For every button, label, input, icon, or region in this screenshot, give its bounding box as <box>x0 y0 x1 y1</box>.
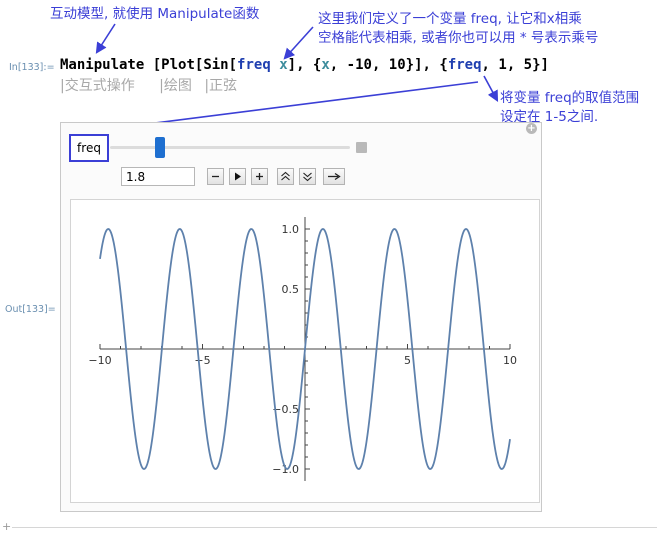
input-code[interactable]: Manipulate [Plot[Sin[freq x], {x, -10, 1… <box>60 57 549 73</box>
sine-plot: −10 −5 5 10 1.0 0.5 −0.5 −1.0 <box>88 217 517 481</box>
freq-control-label: freq <box>69 134 109 162</box>
sine-curve <box>99 228 511 470</box>
freq-slider-track[interactable] <box>110 146 350 149</box>
annotation-freq-line2: 空格能代表相乘, 或者你也可以用 * 号表示乘号 <box>318 30 599 46</box>
arrow-to-freq-x <box>283 26 314 60</box>
double-chevron-down-icon[interactable] <box>299 168 316 185</box>
code-freq-variable: freq <box>237 57 271 73</box>
annotation-range-line1: 将变量 freq的取值范围 <box>500 90 640 106</box>
suggestion-interactive[interactable]: |交互式操作 <box>60 78 135 94</box>
annotation-freq-line1: 这里我们定义了一个变量 freq, 让它和x相乘 <box>318 11 582 27</box>
freq-slider-thumb[interactable] <box>155 137 165 158</box>
input-cell-label: In[133]:= <box>9 62 55 73</box>
plus-circle-icon[interactable]: + <box>526 123 537 134</box>
x-tick-label: −5 <box>194 354 210 367</box>
suggestion-plot[interactable]: |绘图 <box>159 78 192 94</box>
arrow-to-manipulate <box>95 23 116 54</box>
double-chevron-up-icon[interactable] <box>277 168 294 185</box>
code-x-variable: x <box>279 57 288 73</box>
annotation-range-line2: 设定在 1-5之间. <box>500 109 599 125</box>
code-x-iterator: x <box>321 57 330 73</box>
arrow-right-icon[interactable] <box>323 168 345 185</box>
y-tick-label: 0.5 <box>282 283 300 296</box>
add-cell-icon[interactable]: + <box>2 520 12 533</box>
play-icon[interactable] <box>229 168 246 185</box>
y-tick-label: −1.0 <box>272 463 299 476</box>
cell-insertion-line <box>12 527 657 528</box>
minus-icon[interactable] <box>207 168 224 185</box>
x-tick-label: 5 <box>404 354 411 367</box>
code-sin: Sin <box>203 57 229 73</box>
suggestion-sine[interactable]: |正弦 <box>204 78 238 94</box>
y-tick-label: 1.0 <box>282 223 300 236</box>
code-freq-iterator: freq <box>447 57 482 73</box>
arrow-to-range <box>483 75 499 102</box>
annotation-manipulate: 互动模型, 就使用 Manipulate函数 <box>50 6 260 22</box>
code-manipulate: Manipulate <box>60 57 145 73</box>
suggestion-bar: |交互式操作 |绘图 |正弦 <box>60 75 245 95</box>
code-plot: Plot <box>161 57 195 73</box>
freq-value-field[interactable]: 1.8 <box>121 167 195 186</box>
output-cell-label: Out[133]= <box>5 304 56 315</box>
x-tick-label: 10 <box>503 354 517 367</box>
x-tick-label: −10 <box>88 354 111 367</box>
y-tick-label: −0.5 <box>272 403 299 416</box>
minus-square-icon[interactable] <box>356 142 367 153</box>
plus-icon[interactable] <box>251 168 268 185</box>
